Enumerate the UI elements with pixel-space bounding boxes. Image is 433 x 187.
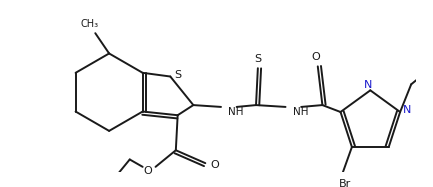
Text: NH: NH xyxy=(293,107,308,117)
Text: O: O xyxy=(210,160,219,170)
Text: Br: Br xyxy=(339,179,351,187)
Text: CH₃: CH₃ xyxy=(81,19,99,29)
Text: S: S xyxy=(254,54,262,64)
Text: N: N xyxy=(364,80,373,90)
Text: O: O xyxy=(312,52,320,62)
Text: S: S xyxy=(174,70,181,80)
Text: O: O xyxy=(144,165,152,176)
Text: N: N xyxy=(403,105,412,115)
Text: NH: NH xyxy=(228,107,244,117)
